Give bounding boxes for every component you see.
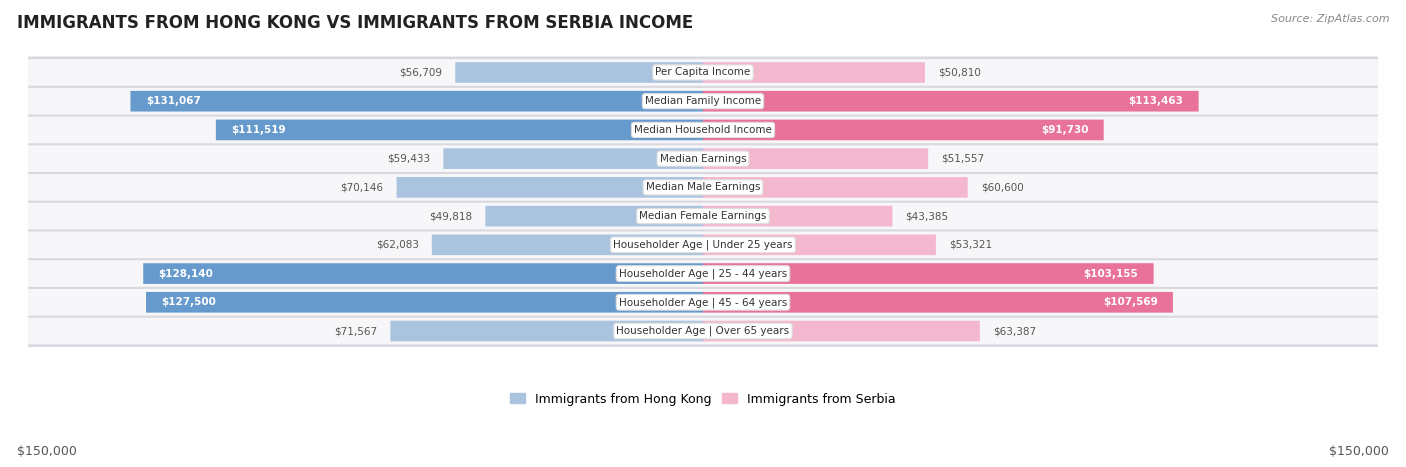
FancyBboxPatch shape: [143, 263, 703, 284]
FancyBboxPatch shape: [391, 321, 703, 341]
Text: $60,600: $60,600: [981, 183, 1024, 192]
FancyBboxPatch shape: [28, 143, 1378, 175]
Text: $127,500: $127,500: [162, 297, 217, 307]
FancyBboxPatch shape: [28, 232, 1378, 258]
FancyBboxPatch shape: [703, 234, 936, 255]
FancyBboxPatch shape: [703, 263, 1153, 284]
Text: Householder Age | 25 - 44 years: Householder Age | 25 - 44 years: [619, 269, 787, 279]
FancyBboxPatch shape: [28, 289, 1378, 316]
Text: $71,567: $71,567: [335, 326, 377, 336]
FancyBboxPatch shape: [28, 145, 1378, 172]
Text: IMMIGRANTS FROM HONG KONG VS IMMIGRANTS FROM SERBIA INCOME: IMMIGRANTS FROM HONG KONG VS IMMIGRANTS …: [17, 14, 693, 32]
Legend: Immigrants from Hong Kong, Immigrants from Serbia: Immigrants from Hong Kong, Immigrants fr…: [505, 388, 901, 410]
FancyBboxPatch shape: [28, 260, 1378, 287]
FancyBboxPatch shape: [485, 206, 703, 226]
Text: $50,810: $50,810: [938, 67, 981, 78]
FancyBboxPatch shape: [28, 318, 1378, 344]
Text: $113,463: $113,463: [1129, 96, 1184, 106]
Text: $62,083: $62,083: [375, 240, 419, 250]
FancyBboxPatch shape: [432, 234, 703, 255]
FancyBboxPatch shape: [28, 203, 1378, 229]
FancyBboxPatch shape: [28, 85, 1378, 117]
Text: Householder Age | 45 - 64 years: Householder Age | 45 - 64 years: [619, 297, 787, 308]
Text: $150,000: $150,000: [17, 445, 77, 458]
Text: $131,067: $131,067: [146, 96, 201, 106]
FancyBboxPatch shape: [28, 229, 1378, 261]
Text: Median Household Income: Median Household Income: [634, 125, 772, 135]
FancyBboxPatch shape: [703, 149, 928, 169]
FancyBboxPatch shape: [703, 321, 980, 341]
FancyBboxPatch shape: [703, 177, 967, 198]
FancyBboxPatch shape: [443, 149, 703, 169]
Text: $51,557: $51,557: [942, 154, 984, 163]
FancyBboxPatch shape: [703, 62, 925, 83]
Text: $91,730: $91,730: [1040, 125, 1088, 135]
Text: $111,519: $111,519: [231, 125, 285, 135]
FancyBboxPatch shape: [703, 120, 1104, 140]
Text: Median Family Income: Median Family Income: [645, 96, 761, 106]
FancyBboxPatch shape: [28, 315, 1378, 347]
Text: $56,709: $56,709: [399, 67, 441, 78]
Text: $43,385: $43,385: [905, 211, 949, 221]
FancyBboxPatch shape: [28, 114, 1378, 146]
FancyBboxPatch shape: [146, 292, 703, 312]
Text: $53,321: $53,321: [949, 240, 993, 250]
FancyBboxPatch shape: [703, 206, 893, 226]
FancyBboxPatch shape: [28, 200, 1378, 232]
Text: $59,433: $59,433: [387, 154, 430, 163]
Text: $70,146: $70,146: [340, 183, 384, 192]
FancyBboxPatch shape: [396, 177, 703, 198]
FancyBboxPatch shape: [703, 292, 1173, 312]
Text: Median Earnings: Median Earnings: [659, 154, 747, 163]
Text: Per Capita Income: Per Capita Income: [655, 67, 751, 78]
Text: $63,387: $63,387: [993, 326, 1036, 336]
Text: $49,818: $49,818: [429, 211, 472, 221]
Text: $150,000: $150,000: [1329, 445, 1389, 458]
Text: Median Male Earnings: Median Male Earnings: [645, 183, 761, 192]
FancyBboxPatch shape: [28, 57, 1378, 88]
Text: Median Female Earnings: Median Female Earnings: [640, 211, 766, 221]
FancyBboxPatch shape: [28, 258, 1378, 290]
Text: Householder Age | Under 25 years: Householder Age | Under 25 years: [613, 240, 793, 250]
FancyBboxPatch shape: [456, 62, 703, 83]
FancyBboxPatch shape: [217, 120, 703, 140]
FancyBboxPatch shape: [131, 91, 703, 112]
FancyBboxPatch shape: [28, 171, 1378, 203]
FancyBboxPatch shape: [28, 59, 1378, 86]
Text: Householder Age | Over 65 years: Householder Age | Over 65 years: [616, 326, 790, 336]
Text: $103,155: $103,155: [1084, 269, 1139, 278]
FancyBboxPatch shape: [703, 91, 1199, 112]
FancyBboxPatch shape: [28, 174, 1378, 201]
Text: Source: ZipAtlas.com: Source: ZipAtlas.com: [1271, 14, 1389, 24]
FancyBboxPatch shape: [28, 88, 1378, 114]
Text: $128,140: $128,140: [159, 269, 214, 278]
FancyBboxPatch shape: [28, 117, 1378, 143]
FancyBboxPatch shape: [28, 286, 1378, 318]
Text: $107,569: $107,569: [1102, 297, 1157, 307]
